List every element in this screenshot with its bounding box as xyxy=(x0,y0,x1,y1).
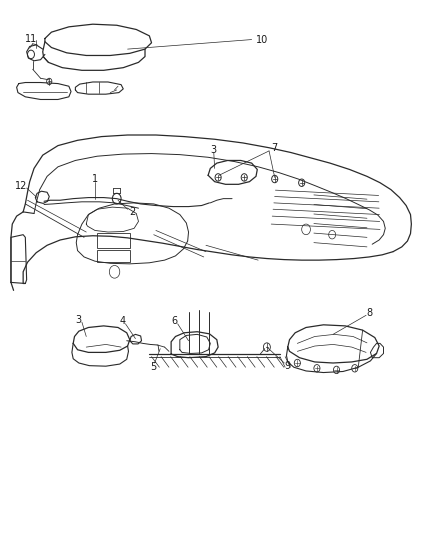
Text: 10: 10 xyxy=(256,35,268,45)
Text: 5: 5 xyxy=(150,362,156,372)
Text: 4: 4 xyxy=(119,316,125,326)
Text: 2: 2 xyxy=(129,207,135,217)
Bar xyxy=(97,249,130,262)
Text: 11: 11 xyxy=(25,34,37,44)
Text: 3: 3 xyxy=(211,145,217,155)
Text: 9: 9 xyxy=(285,361,291,371)
Text: 8: 8 xyxy=(366,308,372,318)
Text: 1: 1 xyxy=(92,174,98,184)
Text: 7: 7 xyxy=(272,143,278,154)
Bar xyxy=(97,232,130,248)
Text: 6: 6 xyxy=(172,316,178,326)
Text: 3: 3 xyxy=(76,314,82,325)
Text: 12: 12 xyxy=(15,181,27,191)
